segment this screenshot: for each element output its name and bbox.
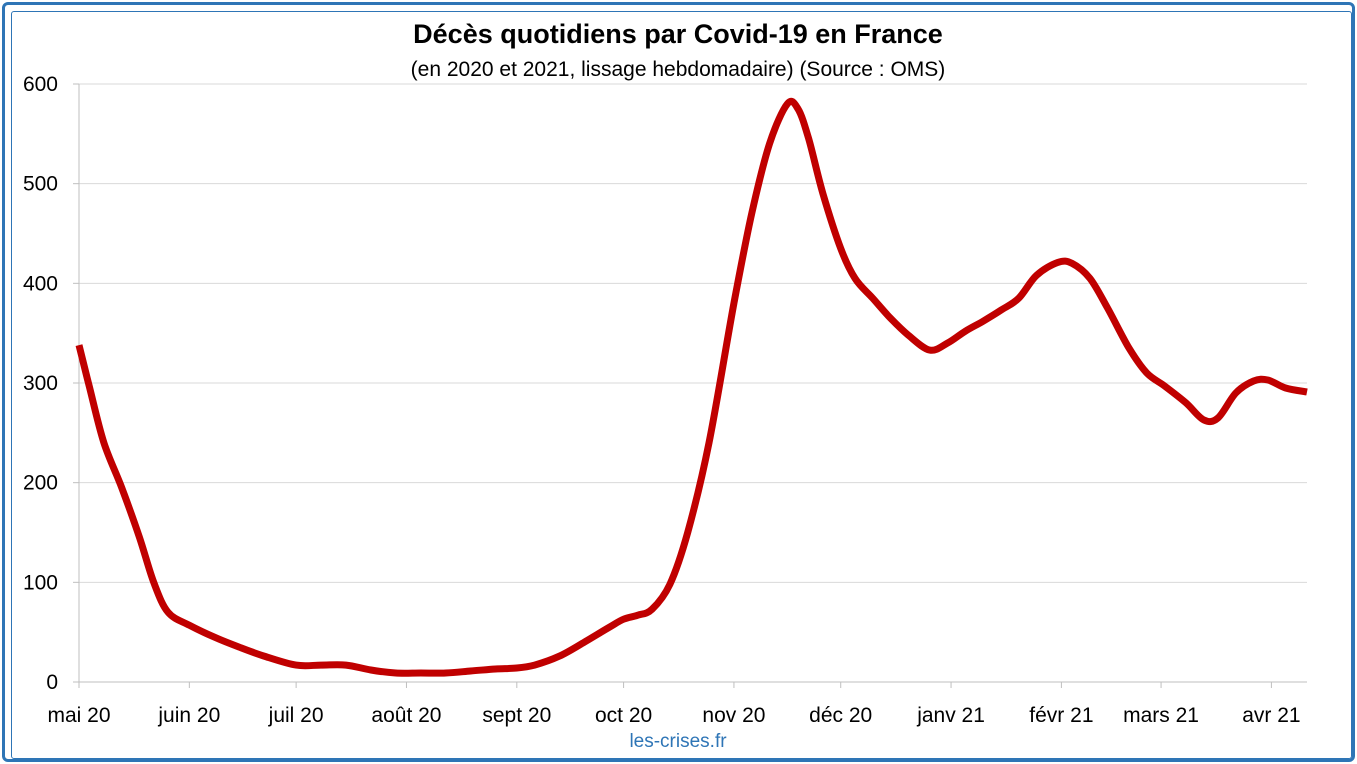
y-tick-labels: 0 100 200 300 400 500 600 bbox=[23, 73, 58, 694]
x-tick-label: févr 21 bbox=[1029, 704, 1093, 727]
gridlines bbox=[79, 83, 1307, 583]
series-layer bbox=[75, 97, 1308, 677]
x-tick-label: avr 21 bbox=[1242, 704, 1300, 727]
chart-title: Décès quotidiens par Covid-19 en France bbox=[413, 19, 943, 49]
source-credit: les-crises.fr bbox=[629, 731, 727, 752]
y-tick-label: 0 bbox=[46, 671, 58, 694]
x-tick-label: août 20 bbox=[371, 704, 441, 727]
y-tick-label: 400 bbox=[23, 272, 58, 295]
y-tick-label: 600 bbox=[23, 73, 58, 96]
x-tick-label: mars 21 bbox=[1123, 704, 1199, 727]
series-line bbox=[75, 97, 1308, 677]
y-tick-label: 300 bbox=[23, 372, 58, 395]
y-tick-label: 100 bbox=[23, 571, 58, 594]
x-tick-label: oct 20 bbox=[595, 704, 652, 727]
x-tick-label: nov 20 bbox=[702, 704, 765, 727]
chart-inner-border bbox=[11, 11, 1352, 759]
x-tick-label: sept 20 bbox=[482, 704, 551, 727]
chart-subtitle: (en 2020 et 2021, lissage hebdomadaire) … bbox=[411, 58, 946, 81]
x-tick-label: juil 20 bbox=[268, 704, 324, 727]
axes bbox=[73, 83, 1307, 688]
y-tick-label: 200 bbox=[23, 472, 58, 495]
x-tick-label: janv 21 bbox=[916, 704, 985, 727]
x-tick-label: déc 20 bbox=[809, 704, 872, 727]
x-tick-label: mai 20 bbox=[47, 704, 110, 727]
x-tick-labels: mai 20 juin 20 juil 20 août 20 sept 20 oct 20… bbox=[47, 704, 1300, 727]
y-tick-label: 500 bbox=[23, 173, 58, 196]
x-tick-label: juin 20 bbox=[157, 704, 220, 727]
